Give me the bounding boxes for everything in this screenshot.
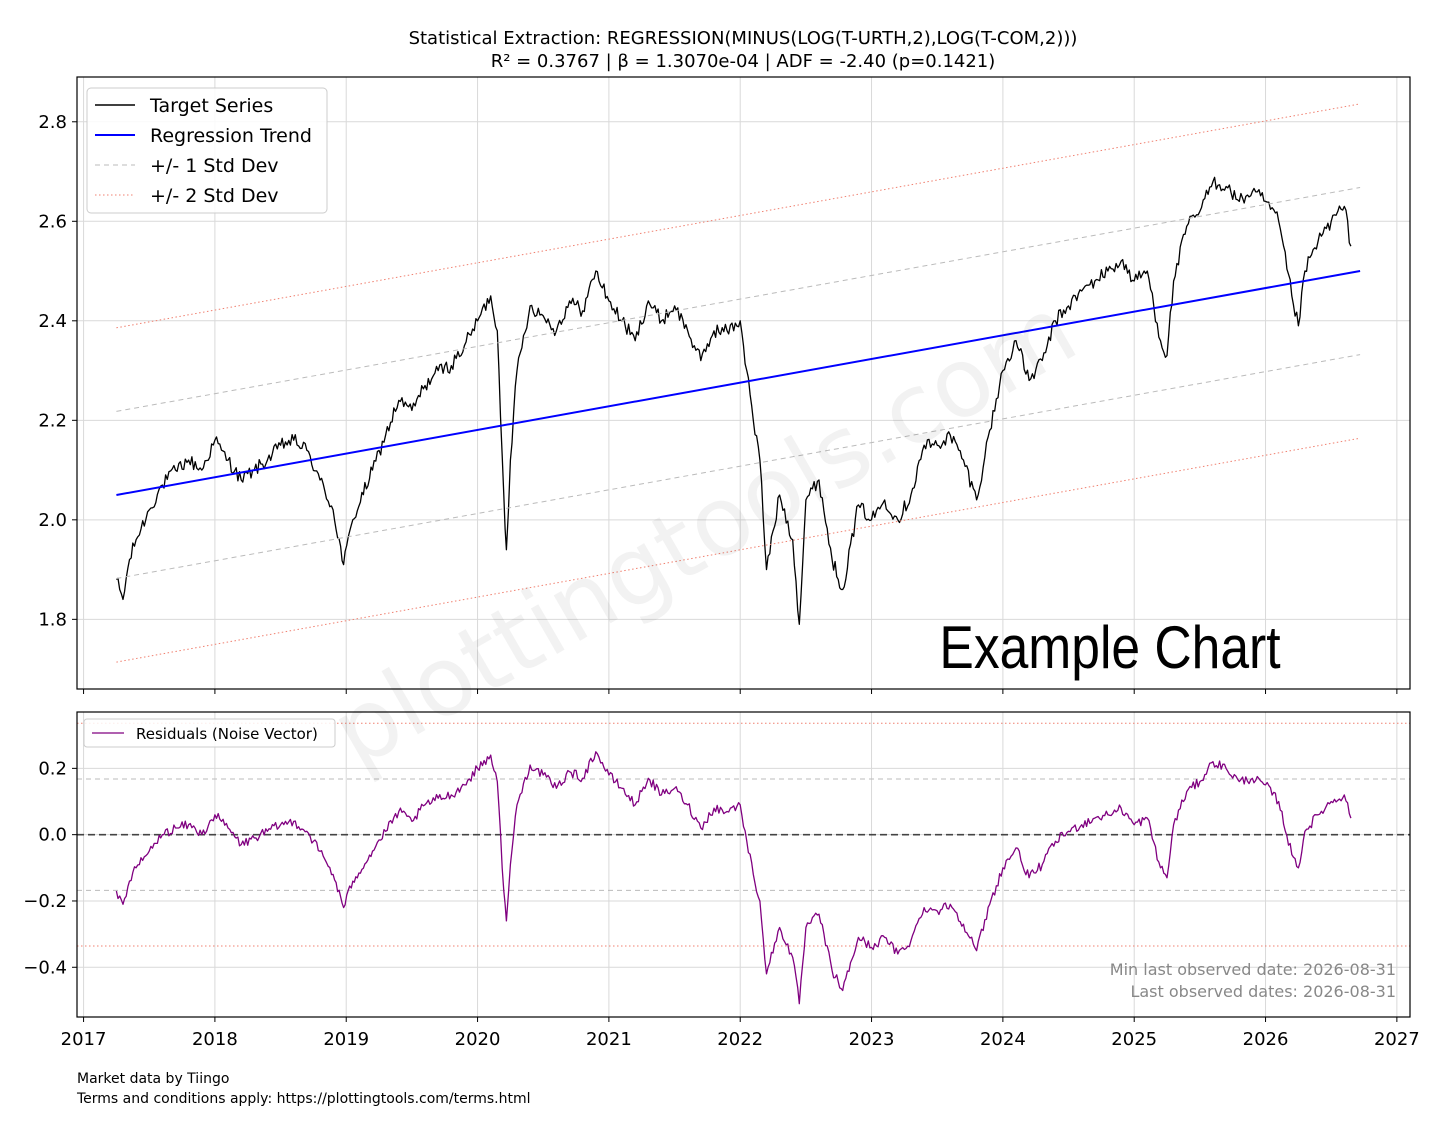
x-tick-label: 2021 [586,1029,632,1050]
legend-std1-label: +/- 1 Std Dev [150,155,279,177]
main-legend-box [86,87,328,214]
legend-target-label: Target Series [149,95,273,117]
series-line [116,354,1361,579]
legend-trend-label: Regression Trend [150,125,312,147]
chart-subtitle: R² = 0.3767 | β = 1.3070e-04 | ADF = -2.… [491,51,996,72]
x-tick-label: 2020 [455,1029,501,1050]
series-line [116,187,1361,412]
footer-data-source: Market data by Tiingo [77,1071,230,1087]
x-tick-label: 2019 [323,1029,369,1050]
main-series-lines [116,103,1361,663]
residuals-x-ticks: 2017 2018 2019 2020 2021 2022 2023 2024 2025 2026… [61,1017,1420,1050]
y-tick-label: 0.2 [38,758,67,779]
x-tick-label: 2022 [717,1029,763,1050]
x-tick-label: 2027 [1374,1029,1420,1050]
series-line [116,270,1361,496]
residuals-plot-frame [76,711,1411,1018]
legend-std2-label: +/- 2 Std Dev [150,185,279,207]
series-line [116,176,1352,625]
y-tick-label: 2.8 [38,112,67,133]
main-plot-panel: 1.8 2.0 2.2 2.4 2.6 2.8 Example Chart Target … [38,76,1411,694]
x-tick-label: 2024 [980,1029,1026,1050]
x-tick-label: 2025 [1111,1029,1157,1050]
x-tick-label: 2018 [192,1029,238,1050]
residuals-plot-panel: 2017 2018 2019 2020 2021 2022 2023 2024 2025 2026… [23,711,1420,1050]
y-tick-label: 2.6 [38,211,67,232]
legend-residuals-label: Residuals (Noise Vector) [136,725,318,743]
y-tick-label: 2.4 [38,311,67,332]
series-line [115,751,1352,1005]
main-x-ticks [83,689,1398,694]
residuals-legend: Residuals (Noise Vector) [83,718,336,748]
y-tick-label: 0.0 [38,825,67,846]
main-legend: Target Series Regression Trend +/- 1 Std… [86,87,328,214]
y-tick-label: 1.8 [38,609,67,630]
x-tick-label: 2026 [1243,1029,1289,1050]
min-last-observed-date: Min last observed date: 2026-08-31 [1110,960,1396,979]
footer-terms: Terms and conditions apply: https://plot… [77,1091,531,1107]
x-tick-label: 2023 [849,1029,895,1050]
last-observed-dates: Last observed dates: 2026-08-31 [1130,982,1396,1001]
main-plot-frame [76,76,1411,690]
y-tick-label: −0.4 [23,957,67,978]
residuals-y-ticks: −0.4 −0.2 0.0 0.2 [23,758,77,978]
chart-title: Statistical Extraction: REGRESSION(MINUS… [409,28,1078,49]
x-tick-label: 2017 [61,1029,107,1050]
series-line [116,437,1361,663]
y-tick-label: −0.2 [23,891,67,912]
series-line [116,103,1361,329]
residuals-legend-box [83,718,336,748]
residuals-series-lines [115,751,1352,1005]
y-tick-label: 2.2 [38,410,67,431]
residuals-reference-lines [77,722,1410,947]
example-chart-label: Example Chart [939,613,1281,681]
y-tick-label: 2.0 [38,510,67,531]
main-y-ticks: 1.8 2.0 2.2 2.4 2.6 2.8 [38,112,77,630]
